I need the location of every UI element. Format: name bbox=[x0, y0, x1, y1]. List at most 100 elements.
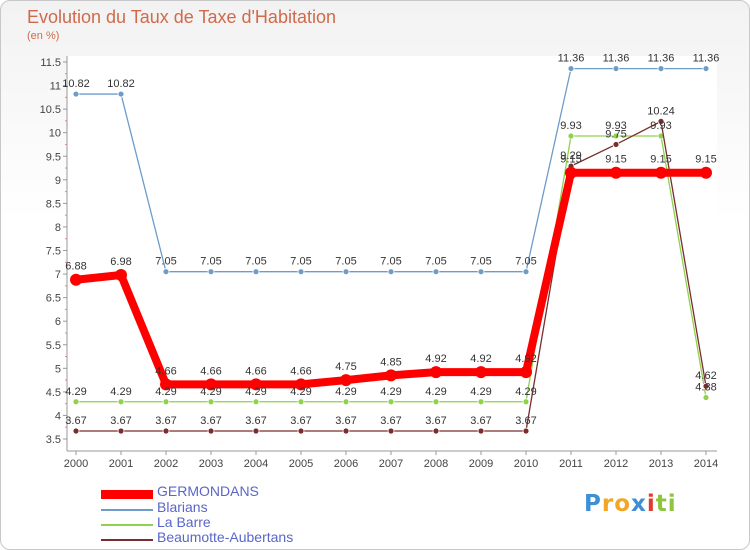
data-point bbox=[702, 382, 710, 390]
data-point bbox=[162, 268, 170, 276]
data-label: 4.66 bbox=[200, 365, 221, 377]
y-tick-label: 4 bbox=[55, 410, 61, 422]
legend-swatch bbox=[101, 489, 153, 499]
y-tick-label: 7.5 bbox=[46, 246, 61, 258]
data-point bbox=[610, 166, 622, 179]
data-label: 7.05 bbox=[515, 256, 536, 268]
data-point bbox=[340, 374, 352, 387]
x-tick-label: 2010 bbox=[514, 458, 538, 470]
data-label: 9.75 bbox=[605, 128, 626, 140]
data-label: 7.05 bbox=[425, 256, 446, 268]
data-label: 4.66 bbox=[155, 365, 176, 377]
data-label: 3.67 bbox=[425, 415, 446, 427]
data-point bbox=[432, 268, 440, 276]
data-point bbox=[657, 117, 665, 125]
data-label: 9.93 bbox=[560, 120, 581, 132]
data-label: 9.15 bbox=[605, 154, 626, 166]
proxiti-logo: Proxiti bbox=[584, 491, 677, 517]
data-label: 4.92 bbox=[470, 353, 491, 365]
data-point bbox=[115, 269, 127, 282]
data-point bbox=[432, 398, 440, 406]
data-point bbox=[565, 166, 577, 179]
data-point bbox=[522, 398, 530, 406]
data-point bbox=[430, 366, 442, 379]
data-label: 7.05 bbox=[335, 256, 356, 268]
data-label: 3.67 bbox=[335, 415, 356, 427]
legend-swatch bbox=[101, 539, 153, 541]
data-label: 4.29 bbox=[290, 386, 311, 398]
data-label: 11.36 bbox=[693, 53, 720, 65]
data-label: 3.67 bbox=[245, 415, 266, 427]
data-point bbox=[700, 166, 712, 179]
legend-label: Blarians bbox=[157, 499, 208, 515]
data-point bbox=[70, 273, 82, 286]
data-label: 11.36 bbox=[648, 53, 675, 65]
data-point bbox=[250, 378, 262, 391]
data-point bbox=[342, 427, 350, 435]
data-point bbox=[342, 398, 350, 406]
legend-swatch bbox=[101, 509, 153, 511]
data-label: 10.82 bbox=[62, 78, 90, 90]
data-point bbox=[162, 427, 170, 435]
data-label: 9.29 bbox=[560, 150, 581, 162]
data-point bbox=[612, 65, 620, 72]
data-point bbox=[387, 268, 395, 276]
data-label: 4.29 bbox=[110, 386, 131, 398]
data-point bbox=[387, 427, 395, 435]
data-label: 9.93 bbox=[650, 120, 671, 132]
data-point bbox=[162, 398, 170, 406]
x-tick-label: 2000 bbox=[64, 458, 88, 470]
y-tick-label: 11.5 bbox=[40, 57, 61, 69]
data-point bbox=[160, 378, 172, 391]
data-point bbox=[297, 398, 305, 406]
data-point bbox=[567, 132, 575, 140]
logo-letter: x bbox=[631, 491, 647, 517]
data-label: 4.29 bbox=[515, 386, 536, 398]
data-label: 7.05 bbox=[290, 256, 311, 268]
data-label: 6.98 bbox=[110, 256, 131, 268]
x-tick-label: 2009 bbox=[469, 458, 493, 470]
y-tick-label: 9 bbox=[55, 175, 61, 187]
data-point bbox=[655, 166, 667, 179]
data-label: 4.29 bbox=[245, 386, 266, 398]
y-tick-label: 9.5 bbox=[46, 151, 61, 163]
data-label: 4.29 bbox=[200, 386, 221, 398]
x-tick-label: 2011 bbox=[559, 458, 583, 470]
data-label: 4.29 bbox=[155, 386, 176, 398]
data-label: 4.66 bbox=[290, 365, 311, 377]
data-label: 4.92 bbox=[425, 353, 446, 365]
data-label: 3.67 bbox=[290, 415, 311, 427]
data-point bbox=[207, 427, 215, 435]
data-point bbox=[117, 398, 125, 406]
data-point bbox=[252, 427, 260, 435]
data-point bbox=[207, 398, 215, 406]
y-tick-label: 8.5 bbox=[46, 198, 61, 210]
data-label: 3.67 bbox=[155, 415, 176, 427]
data-label: 3.67 bbox=[110, 415, 131, 427]
logo-letter: i bbox=[667, 491, 677, 517]
data-point bbox=[205, 378, 217, 391]
data-point bbox=[297, 427, 305, 435]
data-label: 4.92 bbox=[515, 353, 536, 365]
data-point bbox=[475, 366, 487, 379]
data-label: 7.05 bbox=[245, 256, 266, 268]
y-tick-label: 5.5 bbox=[46, 340, 61, 352]
data-point bbox=[702, 65, 710, 72]
data-point bbox=[432, 427, 440, 435]
y-tick-label: 8 bbox=[55, 222, 61, 234]
data-point bbox=[477, 398, 485, 406]
data-point bbox=[252, 398, 260, 406]
data-point bbox=[342, 268, 350, 276]
x-tick-label: 2004 bbox=[244, 458, 268, 470]
data-label: 7.05 bbox=[200, 256, 221, 268]
data-point bbox=[72, 427, 80, 435]
data-label: 11.36 bbox=[558, 53, 585, 65]
logo-letter: o bbox=[614, 491, 632, 517]
data-point bbox=[612, 132, 620, 140]
y-tick-label: 4.5 bbox=[46, 387, 61, 399]
data-label: 6.88 bbox=[65, 261, 86, 273]
chart-subtitle: (en %) bbox=[27, 30, 60, 42]
data-label: 3.67 bbox=[380, 415, 401, 427]
data-point bbox=[702, 394, 710, 401]
